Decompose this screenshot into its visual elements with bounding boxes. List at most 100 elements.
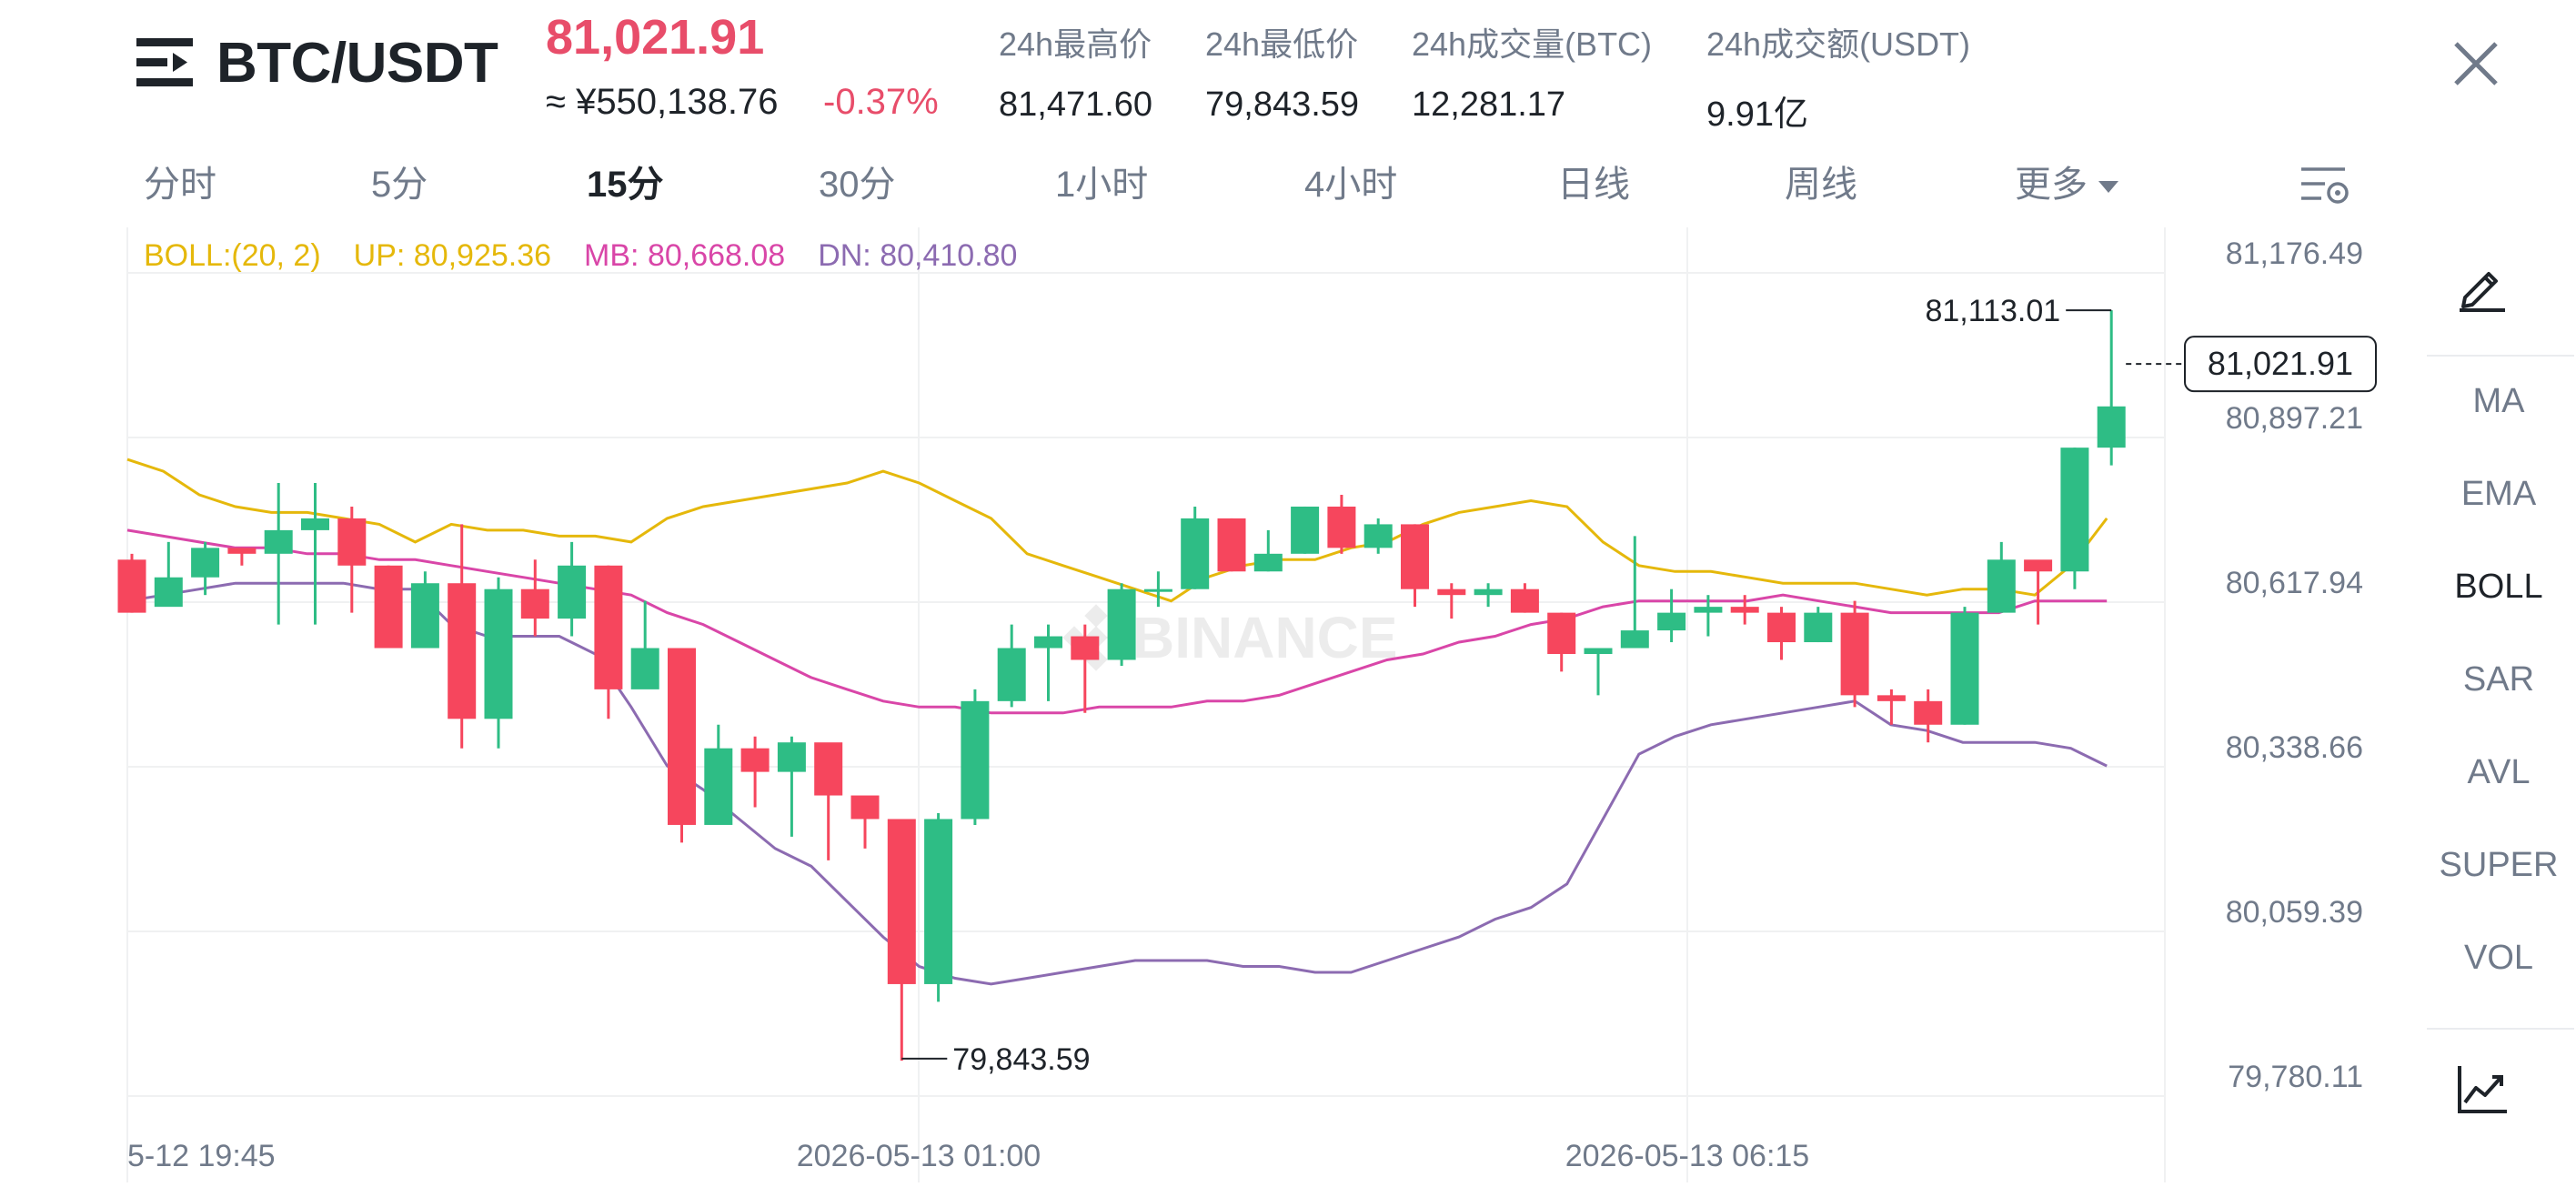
- chart-annotations: 81,113.01 79,843.59 81,021.91: [901, 294, 2377, 1077]
- line-chart-icon[interactable]: [2456, 1062, 2509, 1115]
- candle-up: [1034, 624, 1062, 701]
- tab-15m[interactable]: 15分: [587, 165, 664, 205]
- stat-24h-high: 24h最高价 81,471.60: [999, 18, 1152, 125]
- stat-label: 24h最低价: [1205, 25, 1359, 63]
- candle-up: [1363, 518, 1393, 554]
- candle-down: [374, 565, 403, 649]
- candle-up: [1584, 648, 1613, 696]
- candle-up: [2097, 310, 2126, 466]
- candle-up: [777, 736, 806, 837]
- tab-1h[interactable]: 1小时: [1055, 165, 1149, 205]
- candle-body: [1071, 636, 1100, 660]
- candle-body: [1363, 524, 1393, 548]
- candle-body: [1584, 648, 1613, 654]
- close-icon[interactable]: [2449, 36, 2503, 91]
- candle-body: [850, 795, 880, 820]
- ticker-header: BTC/USDT 81,021.91 ≈ ¥550,138.76 -0.37% …: [0, 0, 2576, 146]
- candle-up: [630, 600, 659, 689]
- y-tick-label: 81,176.49: [2226, 236, 2363, 271]
- candle-body: [1657, 612, 1686, 631]
- tab-more-label: 更多: [2015, 165, 2088, 205]
- candle-body: [777, 742, 806, 772]
- candle-body: [1547, 612, 1576, 654]
- y-tick-label: 80,897.21: [2226, 401, 2363, 436]
- candle-up: [558, 541, 587, 637]
- candle-body: [1804, 612, 1833, 643]
- candle-body: [668, 648, 696, 825]
- candle-body: [1694, 607, 1723, 613]
- candle-body: [337, 518, 367, 566]
- kline-chart[interactable]: BINANCE 81,113.01 79,843.59 81,021.91 81,1…: [0, 218, 2401, 1197]
- pencil-icon[interactable]: [2456, 259, 2509, 312]
- candle-body: [630, 648, 659, 689]
- x-tick-label: 5-12 19:45: [127, 1139, 276, 1173]
- candle-up: [191, 541, 220, 596]
- indicator-vol[interactable]: VOL: [2463, 939, 2534, 977]
- candle-up: [704, 724, 733, 825]
- candle-body: [191, 548, 220, 578]
- candle-down: [1767, 607, 1796, 660]
- candle-down: [814, 742, 843, 860]
- candle-body: [997, 648, 1026, 701]
- candle-body: [594, 565, 623, 689]
- tab-5m[interactable]: 5分: [371, 165, 428, 205]
- candle-body: [558, 565, 587, 619]
- current-price-box: [2184, 336, 2377, 393]
- trading-pair[interactable]: BTC/USDT: [216, 32, 498, 95]
- tab-4h[interactable]: 4小时: [1304, 165, 1398, 205]
- current-price-label: 81,021.91: [2208, 345, 2353, 382]
- tab-30m[interactable]: 30分: [819, 165, 896, 205]
- boll-dn-value: DN: 80,410.80: [818, 238, 1018, 273]
- candle-body: [1253, 553, 1283, 572]
- candle-down: [668, 648, 696, 843]
- x-tick-label: 2026-05-13 06:15: [1565, 1139, 1809, 1173]
- candle-body: [1401, 524, 1429, 589]
- candle-body: [1840, 612, 1869, 696]
- watermark-text: BINANCE: [1132, 605, 1398, 670]
- tab-more[interactable]: 更多: [2015, 155, 2118, 207]
- candle-down: [1840, 600, 1869, 708]
- indicator-sar[interactable]: SAR: [2462, 660, 2535, 699]
- tab-time-sharing[interactable]: 分时: [144, 165, 216, 205]
- indicator-divider: [2427, 355, 2574, 357]
- indicator-avl[interactable]: AVL: [2467, 753, 2531, 791]
- indicator-boll[interactable]: BOLL: [2454, 568, 2543, 606]
- boll-mb-value: MB: 80,668.08: [584, 238, 786, 273]
- candle-up: [1987, 541, 2016, 613]
- candle-body: [1510, 588, 1539, 613]
- binance-watermark: BINANCE: [1062, 604, 1398, 671]
- indicator-divider: [2427, 1028, 2574, 1030]
- tab-daily[interactable]: 日线: [1557, 165, 1630, 205]
- candle-body: [924, 819, 953, 984]
- boll-bands: [126, 458, 2108, 986]
- indicator-super[interactable]: SUPER: [2439, 846, 2559, 884]
- boll-up-value: UP: 80,925.36: [353, 238, 552, 273]
- candle-down: [2024, 559, 2053, 625]
- candle-up: [154, 541, 183, 608]
- candle-body: [887, 819, 916, 984]
- tab-weekly[interactable]: 周线: [1785, 165, 1857, 205]
- candle-body: [1474, 588, 1503, 596]
- candle-body: [1620, 630, 1649, 649]
- candle-body: [1914, 700, 1943, 725]
- candle-up: [1950, 607, 1979, 725]
- candle-down: [117, 553, 146, 613]
- kline-chart-svg[interactable]: BINANCE 81,113.01 79,843.59 81,021.91 81,1…: [0, 218, 2401, 1197]
- candle-down: [1217, 518, 1246, 572]
- caret-down-icon: [2098, 180, 2118, 193]
- candle-down: [227, 548, 257, 566]
- candle-up: [301, 483, 329, 625]
- chart-settings-icon[interactable]: [2299, 160, 2350, 211]
- menu-lines-icon[interactable]: [136, 36, 193, 89]
- indicator-ema[interactable]: EMA: [2460, 475, 2537, 513]
- candles: [117, 310, 2126, 1061]
- candle-body: [1291, 506, 1320, 554]
- candle-up: [1291, 506, 1320, 554]
- candle-body: [154, 577, 183, 608]
- candle-body: [1217, 518, 1246, 572]
- logo-diamond: [1084, 604, 1108, 628]
- candle-body: [448, 583, 477, 719]
- candle-body: [1181, 518, 1210, 589]
- stat-24h-turnover: 24h成交额(USDT) 9.91亿: [1706, 18, 1970, 136]
- indicator-ma[interactable]: MA: [2472, 382, 2525, 420]
